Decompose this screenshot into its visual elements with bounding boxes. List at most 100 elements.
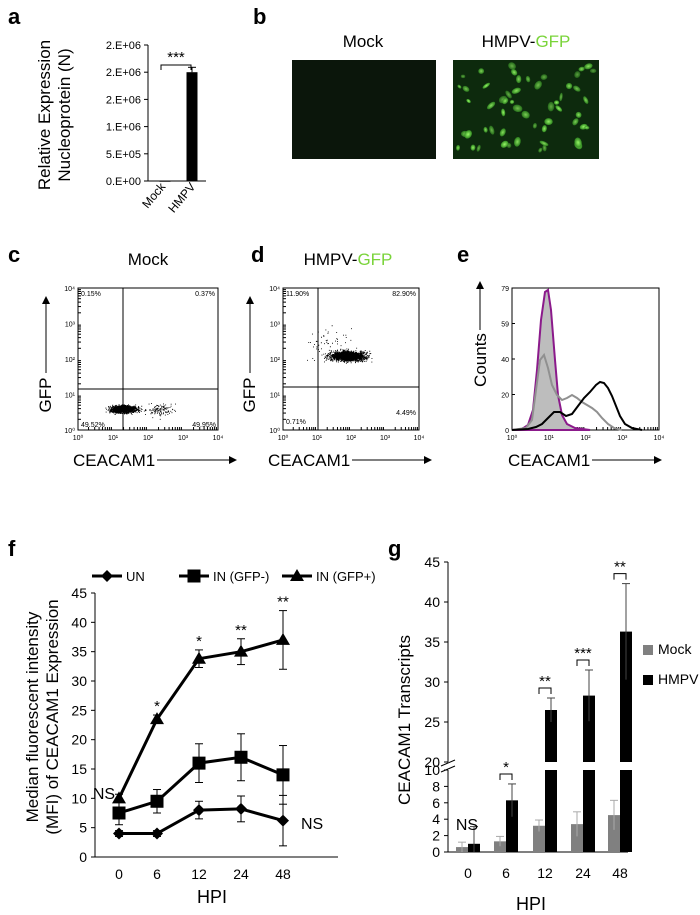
panel-g-ylabel: CEACAM1 Transcripts xyxy=(395,635,414,805)
panel-label-c: c xyxy=(8,242,20,267)
panel-f-series-gfp-pos-point xyxy=(150,712,164,725)
panel-g-axis-break-2 xyxy=(440,765,456,773)
panel-b-mock-title: Mock xyxy=(343,32,384,51)
panel-e-histogram: 10⁰ 10¹ 10² 10³ 10⁴ 0 20 40 59 79 Counts CEACAM1 xyxy=(471,281,664,470)
panel-e-ytick-label: 20 xyxy=(501,393,509,400)
panel-g-bar-hmpv-upper xyxy=(620,631,632,762)
panel-label-d: d xyxy=(251,242,264,267)
panel-c-title: Mock xyxy=(128,250,169,269)
panel-b-gfp-cell xyxy=(470,144,476,151)
panel-f-significance: * xyxy=(196,633,202,650)
panel-d-q-ul: 11.90% xyxy=(286,291,309,298)
panel-b-gfp-cell xyxy=(532,123,537,129)
panel-e-gfp-pos-histogram xyxy=(511,380,643,431)
panel-b-gfp-cell xyxy=(540,74,548,80)
panel-b-gfp-cell xyxy=(539,140,549,146)
panel-g-ytick-label: 8 xyxy=(432,778,440,794)
panel-d-q-ll: 0.71% xyxy=(286,419,306,426)
panel-f-ytick-label: 10 xyxy=(71,790,87,806)
panel-f-significance: * xyxy=(154,698,160,715)
panel-b-gfp-cell xyxy=(553,100,560,105)
panel-label-a: a xyxy=(8,4,21,29)
c-dots-events xyxy=(105,404,142,415)
panel-b-gfp-cell xyxy=(521,110,530,119)
panel-label-b: b xyxy=(253,4,266,29)
panel-b-gfp-cell xyxy=(501,108,506,117)
panel-d-xlabel: CEACAM1 xyxy=(268,451,350,470)
panel-f-series-gfp-pos-point xyxy=(192,651,206,664)
panel-f-legend-label: IN (GFP-) xyxy=(213,569,269,584)
panel-g-ytick-label: 30 xyxy=(424,674,440,690)
panel-a-ytick-label: 2.E+06 xyxy=(106,67,141,79)
panel-f-series-un-point xyxy=(193,804,205,817)
panel-g-significance-bracket xyxy=(613,573,627,580)
panel-e-x-arrowhead xyxy=(654,456,662,464)
panel-f-series-un-point xyxy=(277,814,289,827)
panel-f-ylabel-1: Median fluorescent intensity xyxy=(23,611,42,822)
panel-g-ytick-label: 2 xyxy=(432,828,440,844)
panel-f-series-gfp-neg-point xyxy=(192,756,206,770)
panel-a-significance: *** xyxy=(167,49,185,66)
panel-f-xtick-label: 48 xyxy=(275,866,291,882)
panel-b-gfp-cell xyxy=(538,147,543,153)
panel-a-ytick-label: 0.E+00 xyxy=(106,176,141,188)
panel-g-chart: CEACAM1 Transcripts 02468102025303540450… xyxy=(395,554,699,914)
panel-f-xtick-label: 6 xyxy=(153,866,161,882)
panel-f-series-gfp-pos-point xyxy=(276,632,290,645)
panel-f-series-un-point xyxy=(235,802,247,815)
panel-g-bar-mock xyxy=(571,824,583,852)
panel-b-hmpv-prefix: HMPV- xyxy=(482,32,536,51)
panel-label-e: e xyxy=(457,242,469,267)
panel-c-xtick-label: 10⁰ xyxy=(73,434,84,442)
panel-g-ytick-label: 0 xyxy=(432,844,440,860)
panel-d-q-ur: 82.90% xyxy=(392,291,416,298)
panel-b-gfp-cell xyxy=(559,92,563,102)
panel-g-significance: ** xyxy=(614,559,626,576)
panel-f-series-gfp-neg-point xyxy=(276,768,290,782)
panel-f-ytick-label: 5 xyxy=(79,820,87,836)
panel-f-xtick-label: 0 xyxy=(115,866,123,882)
panel-b-gfp-cell xyxy=(525,75,531,83)
panel-f-series-un-point xyxy=(113,827,125,840)
panel-a-ytick-label: 2.E+06 xyxy=(106,94,141,106)
panel-e-xtick-label: 10¹ xyxy=(544,435,555,442)
panel-g-xtick-label: 24 xyxy=(575,865,591,881)
panel-g-bar-hmpv-upper xyxy=(583,695,595,762)
panel-b-gfp-cell xyxy=(534,80,542,90)
panel-f-ylabel-2: (MFI) of CEACAM1 Expression xyxy=(43,599,62,834)
panel-g-ytick-label: 20 xyxy=(424,754,440,770)
panel-f-series-gfp-neg-point xyxy=(112,806,126,820)
panel-f-legend-marker xyxy=(101,570,113,582)
panel-a-ytick-label: 1.E+06 xyxy=(106,122,141,134)
panel-c-ytick-label: 10³ xyxy=(65,322,76,329)
panel-b-gfp-cell xyxy=(483,126,488,133)
panel-e-xtick-label: 10⁴ xyxy=(654,435,665,442)
panel-b-gfp-cell xyxy=(573,85,581,92)
panel-g-xtick-label: 6 xyxy=(502,865,510,881)
panel-b-gfp-cell xyxy=(572,118,579,126)
panel-e-ytick-label: 79 xyxy=(501,286,509,293)
panel-g-ytick-label: 25 xyxy=(424,714,440,730)
panel-b-gfp-cell xyxy=(574,71,581,78)
panel-c-ytick-label: 10¹ xyxy=(65,393,76,400)
panel-b-gfp-cell xyxy=(466,98,471,104)
panel-c-xlabel: CEACAM1 xyxy=(73,451,155,470)
panel-f-series-un-point xyxy=(151,827,163,840)
panel-e-ylabel: Counts xyxy=(471,333,490,387)
panel-b-gfp-cell xyxy=(511,69,518,76)
panel-f-significance: ** xyxy=(277,594,289,611)
panel-b-gfp-cell xyxy=(456,144,460,151)
panel-g-significance-bracket xyxy=(499,773,513,780)
panel-a-ytick-label: 5.E+05 xyxy=(106,149,141,161)
panel-g-ns: NS xyxy=(456,817,478,834)
panel-a-xtick-hmpv: HMPV xyxy=(165,180,198,216)
panel-c-ytick-label: 10² xyxy=(65,357,76,364)
panel-d-ytick-label: 10¹ xyxy=(270,393,281,400)
panel-b-hmpv-gfp: GFP xyxy=(535,32,570,51)
panel-g-significance-bracket xyxy=(576,659,590,666)
panel-f-xtick-label: 12 xyxy=(191,866,207,882)
panel-f-legend-label: IN (GFP+) xyxy=(316,569,376,584)
panel-f-xtick-label: 24 xyxy=(233,866,249,882)
panel-g-significance: ** xyxy=(539,673,551,690)
